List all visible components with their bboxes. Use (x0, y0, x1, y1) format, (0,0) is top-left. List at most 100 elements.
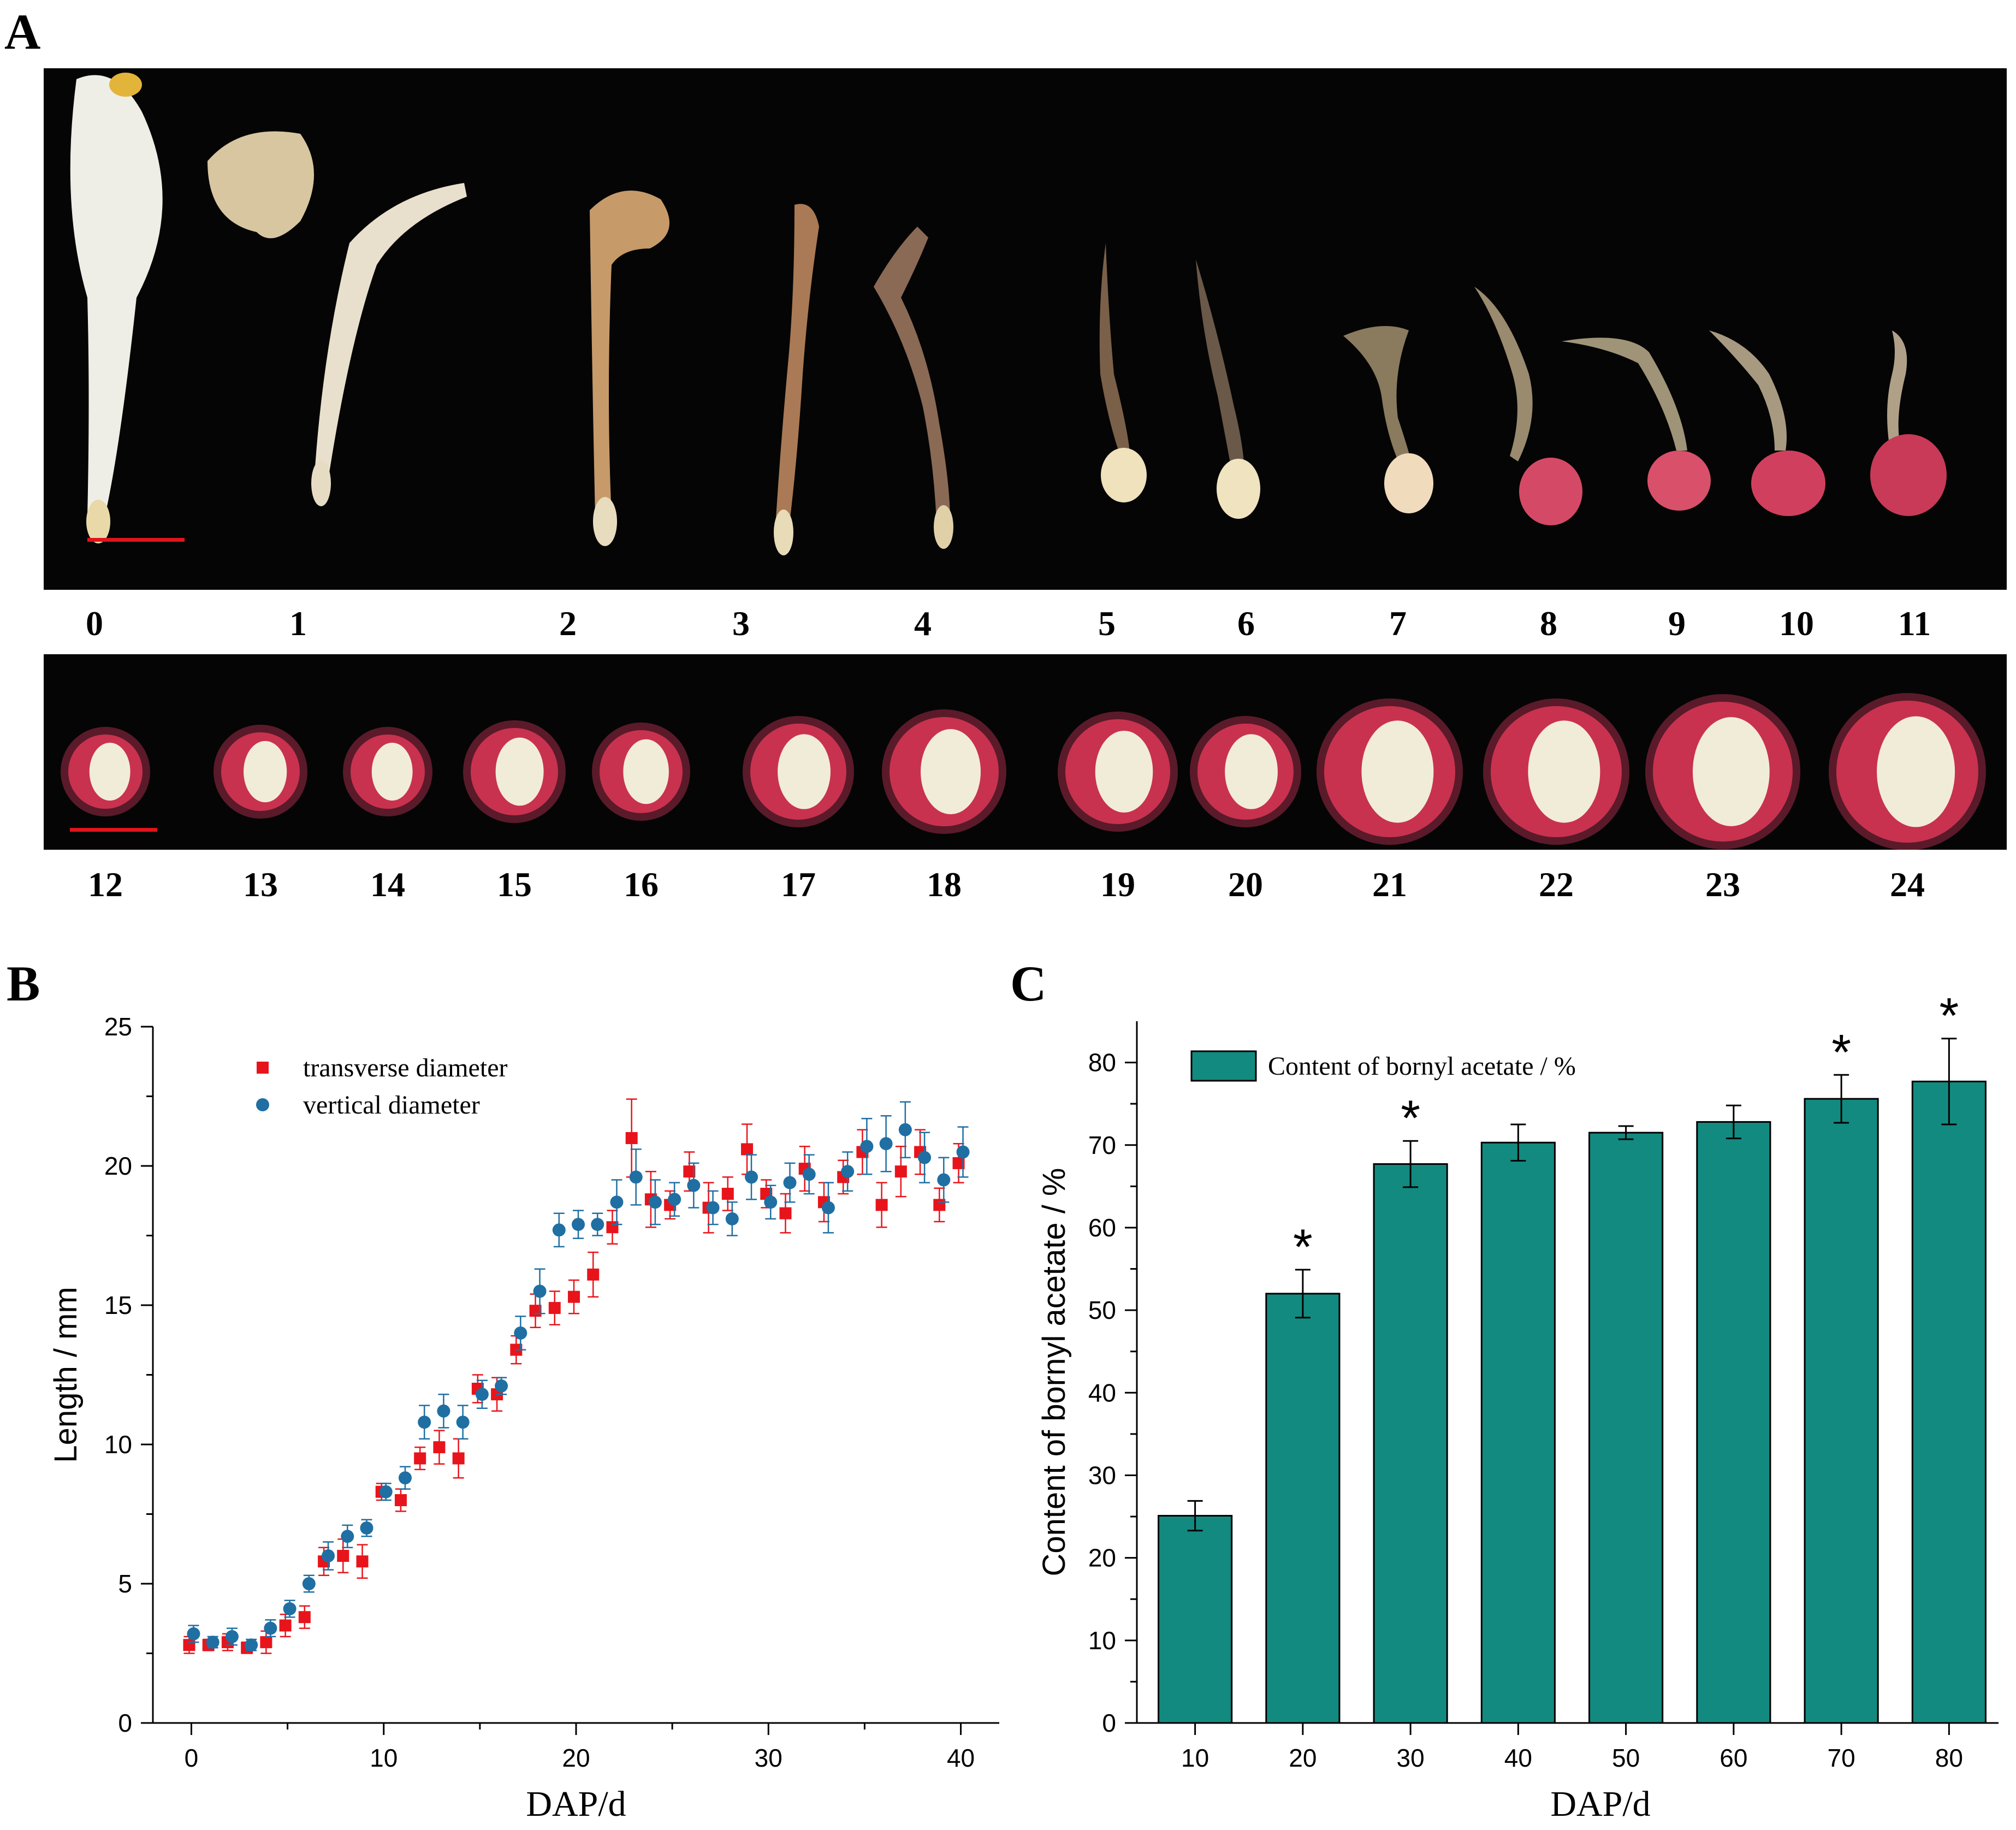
vertical-point (687, 1162, 701, 1209)
row-2-stage-label: 19 (1100, 865, 1135, 904)
chart-c-y-tick-label: 40 (1088, 1378, 1116, 1407)
chart-c-x-tick-label: 60 (1719, 1744, 1747, 1772)
chart-c-y-tick-label: 30 (1088, 1461, 1116, 1489)
row-1-stage-label: 3 (732, 604, 750, 643)
chart-b-x-tick-label: 40 (947, 1744, 975, 1772)
row-2-stage-label: 17 (781, 865, 816, 904)
vertical-point (956, 1126, 970, 1178)
bar-group (1588, 1125, 1664, 1724)
square-marker (298, 1611, 311, 1624)
circle-marker (341, 1530, 354, 1543)
vertical-point (533, 1268, 547, 1314)
circle-marker (956, 1145, 970, 1159)
fruit-seeds (921, 729, 981, 814)
circle-marker (572, 1218, 585, 1231)
fruit-seeds (1225, 734, 1278, 809)
legend-label: transverse diameter (303, 1053, 508, 1082)
circle-marker (437, 1404, 450, 1418)
legend-circle-marker (256, 1098, 269, 1111)
circle-marker (860, 1140, 874, 1153)
vertical-point (456, 1405, 470, 1440)
panel-a-label: A (4, 4, 41, 60)
circle-marker (802, 1168, 816, 1181)
circle-marker (668, 1193, 681, 1206)
fruit-specimen (592, 722, 690, 821)
chart-b-y-tick-label: 10 (104, 1430, 132, 1459)
transverse-point (721, 1176, 734, 1211)
vertical-point (802, 1154, 816, 1195)
vertical-point (264, 1619, 277, 1638)
scale-bar-row-2 (70, 828, 157, 832)
chart-b-y-tick-label: 0 (118, 1709, 132, 1737)
vertical-point (206, 1636, 220, 1649)
square-marker (779, 1207, 792, 1219)
row-2-stage-label: 12 (88, 865, 123, 904)
chart-b-y-tick-label: 25 (104, 1012, 132, 1041)
transverse-point (894, 1146, 907, 1198)
transverse-point (433, 1430, 446, 1465)
fruit-seeds (623, 739, 669, 804)
significance-asterisk: * (1831, 1024, 1851, 1080)
square-marker (894, 1165, 907, 1178)
chart-b-y-tick-label: 15 (104, 1291, 132, 1319)
legend-square-marker (257, 1062, 269, 1074)
vertical-point (514, 1316, 527, 1351)
square-marker (414, 1452, 426, 1465)
circle-marker (879, 1137, 893, 1151)
square-marker (875, 1199, 888, 1211)
circle-marker (475, 1388, 489, 1401)
bar (1158, 1515, 1233, 1724)
row-2-stage-label: 23 (1705, 865, 1740, 904)
fruit-specimen (1645, 694, 1800, 849)
chart-c-bornyl-acetate: 0 10 20 30 40 50 60 70 80 10 20 30 40 50 60 70 80 * * * * C… (1036, 988, 1999, 1824)
vertical-point (495, 1377, 508, 1395)
circle-marker (706, 1201, 720, 1215)
row-2-stage-label: 14 (370, 865, 405, 904)
fruit-seeds (1692, 717, 1770, 826)
chart-b-x-tick-label: 0 (185, 1744, 199, 1772)
specimen-photo-row-1 (44, 68, 2007, 590)
square-marker (625, 1132, 638, 1144)
vertical-point (341, 1524, 354, 1548)
row-1-stage-label: 10 (1779, 604, 1814, 643)
transverse-point (568, 1279, 580, 1314)
scale-bar-row-1 (87, 538, 185, 542)
row-2-stage-label: 24 (1890, 865, 1925, 904)
vertical-point (725, 1201, 739, 1236)
vertical-point (668, 1182, 681, 1217)
vertical-point (437, 1393, 450, 1429)
chart-c-x-tick-label: 80 (1935, 1744, 1963, 1772)
chart-c-y-tick-label: 0 (1102, 1709, 1116, 1737)
circle-marker (302, 1577, 316, 1590)
circle-marker (283, 1602, 297, 1615)
transverse-point (875, 1182, 888, 1228)
row-1-stage-label: 9 (1668, 604, 1686, 643)
row-1-stage-label: 11 (1898, 604, 1931, 643)
bar (1911, 1080, 1987, 1724)
fruit-specimen (882, 709, 1006, 834)
circle-marker (398, 1471, 412, 1485)
row-2-stage-label: 13 (243, 865, 278, 904)
vertical-point (610, 1179, 624, 1225)
row-1-stage-label: 2 (559, 604, 577, 643)
vertical-point (591, 1212, 604, 1236)
bar (1696, 1121, 1771, 1724)
row-1-stage-label: 7 (1389, 604, 1407, 643)
vertical-point (706, 1190, 720, 1225)
chart-c-x-axis-label: DAP/d (1550, 1784, 1650, 1824)
chart-c-y-tick-label: 20 (1088, 1544, 1116, 1572)
fruit-seeds (778, 734, 831, 809)
vertical-point (225, 1627, 239, 1646)
bar (1804, 1098, 1879, 1724)
legend-label: vertical diameter (303, 1091, 480, 1120)
circle-marker (206, 1636, 220, 1649)
transverse-point (452, 1438, 465, 1479)
circle-marker (725, 1212, 739, 1225)
circle-marker (264, 1621, 277, 1635)
circle-marker (783, 1176, 797, 1189)
circle-marker (764, 1195, 778, 1209)
transverse-point (548, 1290, 561, 1325)
circle-marker (322, 1549, 335, 1562)
circle-marker (937, 1173, 951, 1187)
circle-marker (533, 1284, 547, 1298)
